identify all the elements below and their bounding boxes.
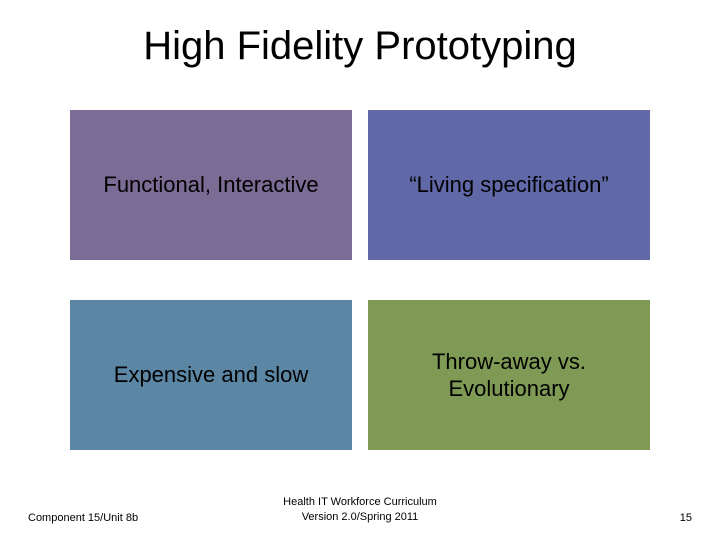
footer-center: Health IT Workforce Curriculum Version 2… [188,495,532,524]
tile-living-specification: “Living specification” [368,110,650,260]
tile-expensive-slow: Expensive and slow [70,300,352,450]
slide-footer: Component 15/Unit 8b Health IT Workforce… [0,495,720,524]
tile-functional-interactive: Functional, Interactive [70,110,352,260]
footer-center-line1: Health IT Workforce Curriculum [188,495,532,509]
tile-label: Expensive and slow [114,361,308,389]
tile-grid: Functional, Interactive “Living specific… [70,110,650,450]
tile-throwaway-evolutionary: Throw-away vs. Evolutionary [368,300,650,450]
tile-label: “Living specification” [409,171,608,199]
slide-number: 15 [532,512,692,524]
slide-title: High Fidelity Prototyping [0,0,720,69]
tile-label: Functional, Interactive [103,171,318,199]
tile-label: Throw-away vs. Evolutionary [378,348,640,403]
footer-left: Component 15/Unit 8b [28,512,188,524]
footer-center-line2: Version 2.0/Spring 2011 [188,510,532,524]
